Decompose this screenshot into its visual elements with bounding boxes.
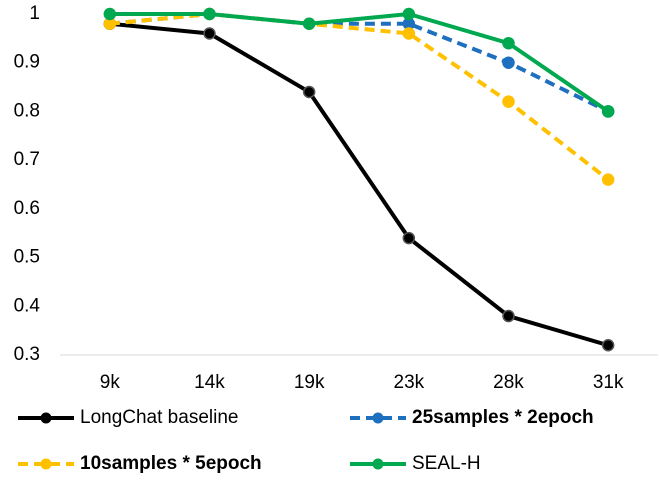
y-tick-label: 0.8	[14, 100, 40, 121]
x-tick-label: 9k	[100, 372, 121, 393]
legend-marker	[372, 412, 384, 424]
x-tick-label: 19k	[294, 372, 325, 393]
series-line	[109, 21, 609, 348]
y-tick-label: 0.6	[14, 198, 40, 219]
legend-label: LongChat baseline	[80, 407, 238, 428]
series-line	[109, 12, 610, 114]
series-line	[109, 12, 610, 114]
y-tick-label: 1	[29, 3, 40, 24]
point	[302, 85, 316, 99]
point	[502, 95, 515, 108]
x-tick-label: 31k	[593, 372, 624, 393]
point	[203, 7, 216, 21]
y-tick-label: 0.4	[14, 295, 41, 316]
legend-label: SEAL-H	[412, 453, 481, 474]
x-tick-label: 28k	[493, 372, 524, 393]
legend-marker	[40, 412, 52, 424]
y-tick-label: 0.5	[14, 247, 40, 268]
point	[402, 231, 416, 245]
point	[502, 309, 515, 323]
y-tick-label: 0.7	[14, 149, 40, 170]
point	[502, 36, 515, 50]
y-tick-label: 0.3	[14, 344, 40, 365]
x-tick-label: 14k	[194, 372, 225, 393]
y-tick-label: 0.9	[14, 52, 40, 73]
point	[601, 173, 615, 186]
legend-marker	[40, 458, 52, 470]
point	[103, 7, 117, 21]
x-tick-label: 23k	[394, 372, 425, 393]
legend-marker	[372, 458, 384, 470]
point	[502, 56, 515, 69]
point	[302, 17, 316, 30]
legend-label: 10samples * 5epoch	[80, 453, 262, 474]
point	[601, 105, 615, 118]
point	[601, 339, 615, 352]
point	[402, 7, 416, 21]
series-line	[109, 12, 610, 182]
legend-label: 25samples * 2epoch	[412, 407, 594, 428]
point	[402, 27, 416, 40]
point	[203, 27, 216, 40]
